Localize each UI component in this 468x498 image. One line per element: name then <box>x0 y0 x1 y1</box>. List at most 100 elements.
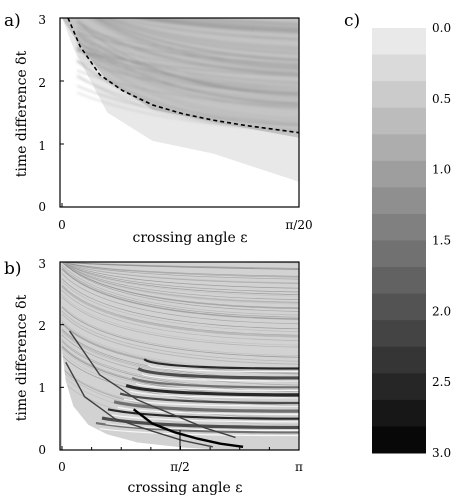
colorbar-tick-labels: 0.0 0.5 1.0 1.5 2.0 2.5 3.0 <box>432 21 451 460</box>
colorbar-swatch <box>372 160 426 188</box>
panel-b-band-gap <box>135 383 299 392</box>
colorbar-tick-label: 0.5 <box>432 92 451 106</box>
panel-b-band <box>125 383 299 397</box>
panel-b-band <box>137 367 299 380</box>
panel-a-streak <box>76 46 299 90</box>
panel-a-streak <box>76 41 299 104</box>
panel-b-streak <box>61 262 299 293</box>
panel-b-streak <box>61 262 299 284</box>
panel-a-streak <box>88 18 299 71</box>
panel-b-streak <box>61 367 299 418</box>
panel-b-streak <box>61 286 299 338</box>
panel-b-streak <box>61 290 299 341</box>
panel-b-xtick-label: π <box>295 460 303 474</box>
panel-a-streak <box>76 55 299 100</box>
panel-b-curves <box>65 330 244 449</box>
colorbar-swatches <box>372 28 426 454</box>
colorbar-tick-label: 3.0 <box>432 446 451 460</box>
panel-b-streak <box>61 296 299 348</box>
panel-b-streak <box>61 268 299 320</box>
panel-b-heatmap <box>61 262 299 450</box>
panel-b-streak <box>61 278 299 330</box>
panel-b-band-gap <box>123 398 299 407</box>
panel-b-band <box>101 416 299 430</box>
panel-b-frame <box>59 261 300 451</box>
panel-b-band <box>131 376 299 389</box>
colorbar-swatch <box>372 293 426 321</box>
panel-b-streak <box>61 262 299 309</box>
panel-a-streak <box>179 18 299 26</box>
panel-a-xtick-label: π/20 <box>285 218 312 232</box>
panel-a-xtick-label: 0 <box>58 218 66 232</box>
panel-a-streak <box>76 61 299 126</box>
panel-b-streak <box>61 339 299 391</box>
panel-b-streak <box>61 313 299 365</box>
panel-b-streak <box>61 262 299 312</box>
colorbar-swatch <box>372 240 426 268</box>
colorbar-swatch <box>372 187 426 215</box>
panel-a-streak <box>76 21 299 76</box>
colorbar-swatch <box>372 81 426 109</box>
colorbar-swatch <box>372 373 426 401</box>
colorbar: 0.0 0.5 1.0 1.5 2.0 2.5 3.0 <box>372 21 451 460</box>
panel-b-streak <box>61 262 299 277</box>
panel-b-streak <box>61 266 299 318</box>
panel-c-label: c) <box>344 11 360 31</box>
panel-a-streak <box>109 18 299 41</box>
panel-b-streak <box>61 262 299 305</box>
panel-a-streak <box>105 18 299 50</box>
panel-a-ytick-label: 2 <box>38 76 46 90</box>
panel-a-streak <box>186 18 299 25</box>
colorbar-swatch <box>372 267 426 295</box>
panel-b-ytick-label: 1 <box>38 381 46 395</box>
panel-b-xlabel: crossing angle ε <box>127 480 242 496</box>
panel-b-streak <box>61 273 299 325</box>
panel-b-streak <box>61 285 299 337</box>
panel-a-streak <box>119 18 299 40</box>
panel-a-streak <box>137 18 299 33</box>
panel-a-label: a) <box>4 11 21 31</box>
panel-a-streak <box>76 18 299 90</box>
panel-b-streak <box>61 262 299 301</box>
colorbar-swatch <box>372 346 426 374</box>
panel-a-streak <box>98 18 299 61</box>
panel-b-streak <box>61 262 299 270</box>
panel-b-band <box>95 421 299 434</box>
panel-b-streak <box>61 306 299 358</box>
colorbar-swatch <box>372 54 426 82</box>
panel-b-ytick-label: 3 <box>38 257 46 271</box>
colorbar-swatch <box>372 107 426 135</box>
panel-b-ylabel: time difference δt <box>14 294 30 421</box>
panel-b-ytick-label: 0 <box>38 443 46 457</box>
panel-a-streak <box>76 48 299 95</box>
panel-b-streak <box>61 281 299 332</box>
panel-b-band <box>119 392 299 405</box>
panel-b-band <box>143 358 299 370</box>
colorbar-tick-label: 1.5 <box>432 234 451 248</box>
panel-b-streak <box>61 262 299 289</box>
panel-b-band-gap <box>111 414 299 423</box>
panel-a-streak <box>76 45 299 108</box>
panel-a-ticks <box>60 17 300 208</box>
panel-a-streak <box>104 18 299 52</box>
colorbar-swatch <box>372 28 426 56</box>
panel-a-streak <box>141 18 299 32</box>
panel-a-ytick-label: 3 <box>38 13 46 27</box>
panel-a-streak <box>98 18 299 62</box>
panel-b-streak <box>61 284 299 336</box>
panel-a-streak <box>76 20 299 97</box>
panel-b-band-gap <box>141 373 299 382</box>
panel-b-dark-curve <box>68 330 236 439</box>
panel-a-xlabel: crossing angle ε <box>132 230 247 246</box>
panel-b-band-gap <box>129 390 299 399</box>
panel-a-streak <box>76 39 299 74</box>
panel-b-streak <box>61 264 299 316</box>
colorbar-swatch <box>372 134 426 162</box>
panel-b-plot: 0 π/2 π 3 2 1 0 crossing angle ε time di… <box>14 257 303 496</box>
panel-b-streak <box>61 305 299 356</box>
panel-b-streak <box>61 262 299 280</box>
panel-b-dark-curve <box>132 408 244 449</box>
panel-b-streak <box>61 268 299 320</box>
colorbar-tick-label: 2.0 <box>432 304 451 318</box>
